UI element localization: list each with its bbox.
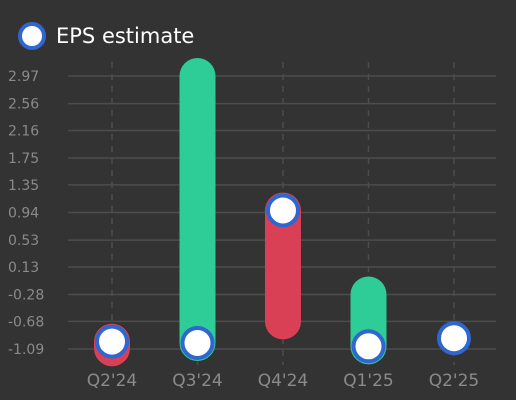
legend: EPS estimate [18, 18, 194, 54]
x-tick-label: Q4'24 [258, 371, 309, 391]
legend-label: EPS estimate [56, 24, 195, 48]
y-tick-label: -0.68 [8, 314, 44, 330]
y-tick-label: 1.35 [8, 178, 39, 194]
y-tick-label: 0.13 [8, 260, 39, 276]
y-tick-label: 2.56 [8, 97, 39, 113]
legend-marker-icon [18, 22, 46, 50]
y-tick-label: -1.09 [8, 342, 44, 358]
y-axis-ticks: 2.97 2.56 2.16 1.75 1.35 0.94 0.53 0.13 -0.28 -0.… [8, 69, 44, 358]
x-tick-label: Q2'25 [429, 371, 480, 391]
x-tick-label: Q2'24 [87, 371, 138, 391]
y-tick-label: 1.75 [8, 151, 39, 167]
eps-estimate-marker [266, 193, 300, 228]
y-tick-label: 0.94 [8, 206, 39, 222]
eps-estimate-marker [351, 329, 386, 364]
markers-layer [95, 193, 471, 364]
eps-bar [265, 192, 301, 340]
x-tick-label: Q1'25 [343, 371, 394, 391]
eps-estimate-marker [180, 325, 215, 360]
y-tick-label: 0.53 [8, 233, 39, 249]
y-tick-label: 2.16 [8, 123, 39, 139]
x-tick-label: Q3'24 [172, 371, 223, 391]
y-tick-label: -0.28 [8, 288, 44, 304]
x-axis-ticks: Q2'24 Q3'24 Q4'24 Q1'25 Q2'25 [87, 371, 480, 391]
eps-estimate-marker [95, 324, 129, 359]
eps-estimate-marker [437, 321, 471, 356]
y-tick-label: 2.97 [8, 69, 39, 85]
eps-bar [179, 58, 216, 361]
